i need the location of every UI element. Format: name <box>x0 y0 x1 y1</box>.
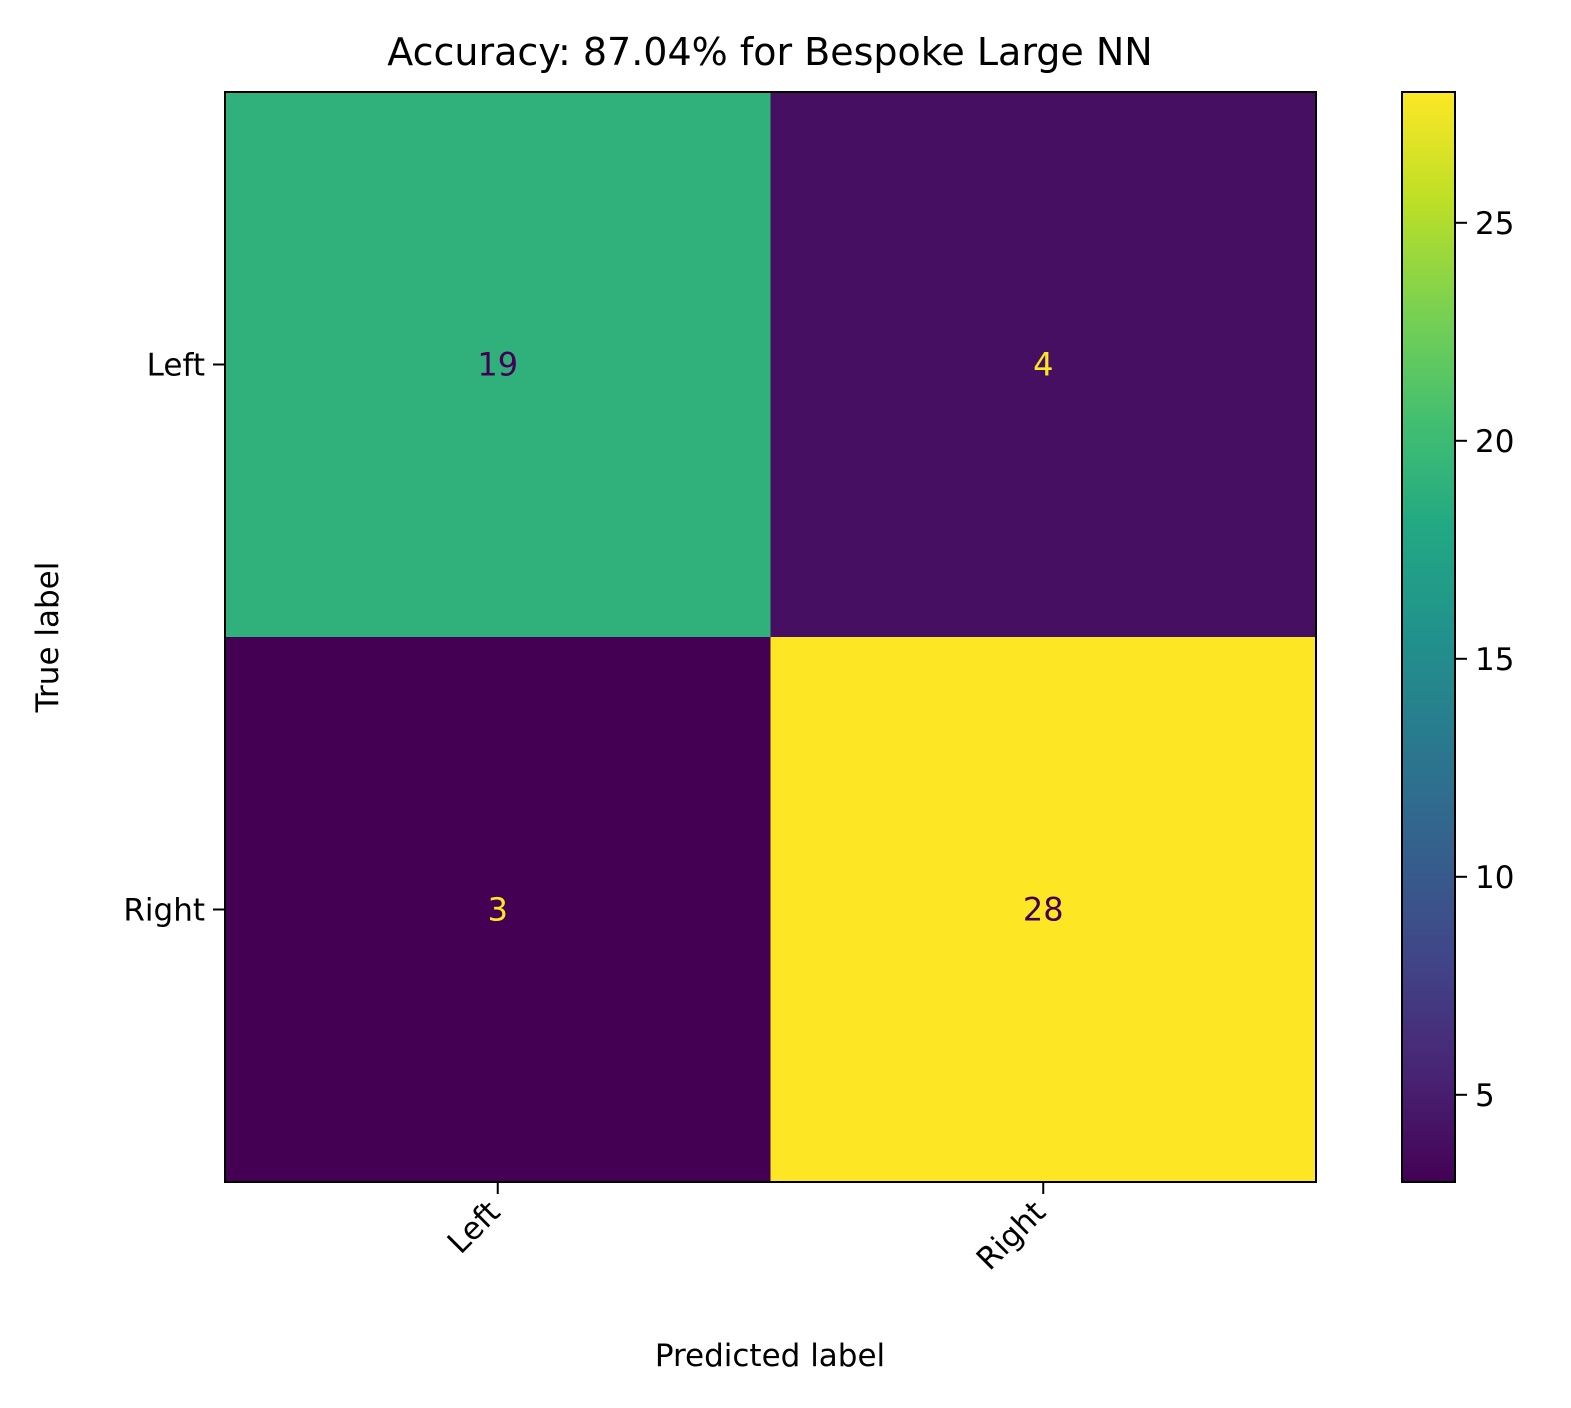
cell-value-label: 3 <box>488 891 508 929</box>
colorbar-tick-label: 20 <box>1475 424 1514 460</box>
chart-title: Accuracy: 87.04% for Bespoke Large NN <box>387 30 1152 74</box>
colorbar-tick-label: 5 <box>1475 1078 1495 1114</box>
colorbar-tick-label: 10 <box>1475 860 1514 896</box>
x-axis-label: Predicted label <box>655 1338 885 1374</box>
cell-value-label: 4 <box>1033 346 1053 384</box>
cell-value-label: 28 <box>1023 891 1064 929</box>
colorbar-ticks: 5 10 15 20 25 <box>1455 206 1514 1114</box>
y-axis-label: True label <box>30 562 66 714</box>
y-axis-ticks: Left Right <box>123 348 225 929</box>
colorbar <box>1401 91 1456 1183</box>
matrix-cell <box>770 637 1317 1183</box>
matrix-cell <box>225 637 771 1183</box>
cell-value-label: 19 <box>477 346 518 384</box>
matrix-cells <box>225 92 1317 1183</box>
y-tick-label: Right <box>123 893 205 929</box>
matrix-cell <box>225 92 771 638</box>
colorbar-tick-label: 15 <box>1475 642 1514 678</box>
y-tick-label: Left <box>147 348 205 384</box>
plot-frame <box>224 91 1317 1183</box>
colorbar-tick-label: 25 <box>1475 206 1514 242</box>
matrix-cell-values: 19 4 3 28 <box>477 346 1063 929</box>
matrix-cell <box>770 92 1317 638</box>
